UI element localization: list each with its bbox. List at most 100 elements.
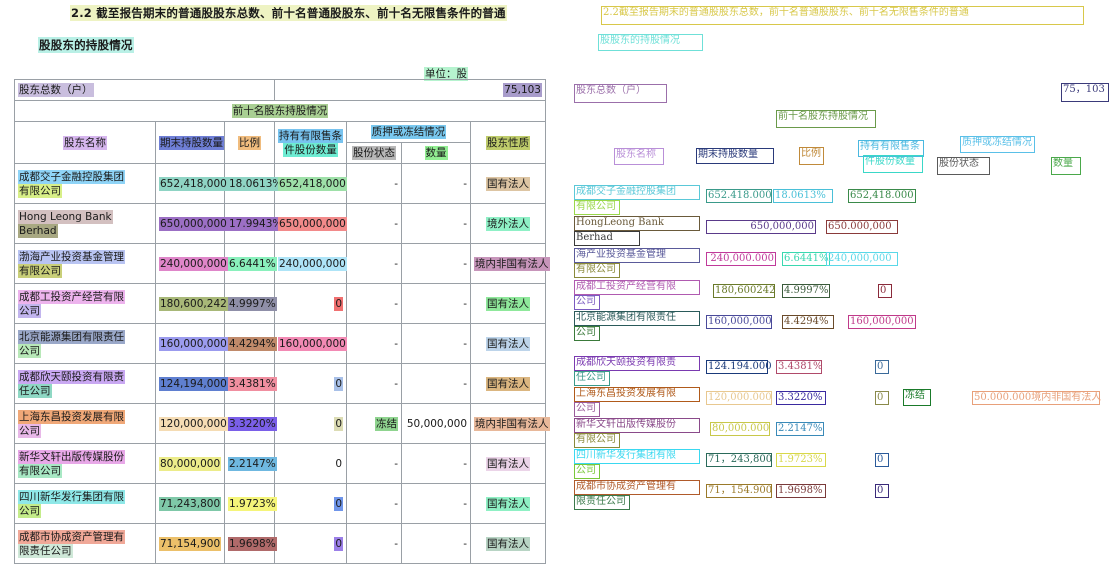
ocr-text-box: 18.0613% <box>773 189 833 203</box>
cell-quantity: 80,000,000 <box>159 456 222 471</box>
cell-percent: 1.9723% <box>228 496 277 511</box>
ocr-text-box: 海产业投资基金管理 <box>574 248 700 263</box>
cell-locked-shares: 0 <box>335 457 342 470</box>
header-name-label: 股东名称 <box>63 135 107 150</box>
header-cell-name: 股东名称 <box>14 121 156 164</box>
cell-locked-shares-wrap: 0 <box>274 363 347 404</box>
shareholder-total-value: 75,103 <box>503 83 542 97</box>
ocr-text-box: 3.3220% <box>776 391 826 405</box>
ocr-text-box: 652.418.000 <box>706 189 772 203</box>
ocr-text-box: 180,600242 <box>713 284 776 298</box>
cell-quantity: 124,194,000 <box>159 376 228 391</box>
header-pledge-group-label: 质押或冻结情况 <box>370 125 447 139</box>
cell-locked-shares: 0 <box>334 376 343 391</box>
cell-locked-shares-wrap: 240,000,000 <box>274 243 347 284</box>
cell-share-status-wrap: - <box>346 203 402 244</box>
cell-shareholder-name-line-2: 公司 <box>18 423 41 438</box>
cell-quantity-wrap: 71,243,800 <box>155 483 225 524</box>
cell-share-status: - <box>394 377 398 390</box>
ocr-text-box: 成都市协成资产管理有 <box>574 480 700 495</box>
cell-quantity: 650,000,000 <box>159 216 228 231</box>
cell-shareholder-nature-wrap: 国有法人 <box>470 363 546 404</box>
cell-shareholder-name-line-2: Berhad <box>18 223 58 238</box>
ocr-text-box: 240,000,000 <box>826 252 898 266</box>
cell-pledge-amount: - <box>463 377 467 390</box>
cell-quantity: 71,154,900 <box>159 536 222 551</box>
unit-label: 单位：股 <box>424 66 468 81</box>
cell-pledge-amount-wrap: - <box>401 323 471 364</box>
ocr-text-box: 2.2147% <box>776 422 824 436</box>
cell-pledge-amount: - <box>463 297 467 310</box>
cell-share-status: - <box>394 457 398 470</box>
cell-shareholder-name: 四川新华发行集团有限 公司 <box>14 483 156 524</box>
cell-quantity-wrap: 650,000,000 <box>155 203 228 244</box>
ocr-text-box: 0 <box>875 360 889 374</box>
cell-shareholder-name-line-2: 有限公司 <box>18 263 62 278</box>
cell-shareholder-nature: 国有法人 <box>486 496 530 511</box>
cell-shareholder-nature: 境内非国有法人 <box>474 256 550 271</box>
cell-percent: 3.4381% <box>228 376 277 391</box>
cell-percent: 4.4294% <box>228 336 277 351</box>
document-title-line-2-text: 股股东的持股情况 <box>38 37 134 53</box>
cell-locked-shares-wrap: 0 <box>274 483 347 524</box>
cell-locked-shares-wrap: 160,000,000 <box>274 323 347 364</box>
ocr-text-box: 成都交子金融控股集团 <box>574 185 700 200</box>
cell-shareholder-name-line-1: 成都欣天颐投资有限责 <box>18 369 125 384</box>
cell-shareholder-name: 新华文轩出版传媒股份 有限公司 <box>14 443 156 484</box>
cell-quantity: 240,000,000 <box>159 256 228 271</box>
ocr-text-box: 50.000.000境内非国有法人 <box>972 391 1102 405</box>
cell-share-status: - <box>394 537 398 550</box>
cell-shareholder-nature-wrap: 国有法人 <box>470 163 546 204</box>
cell-share-status: 冻结 <box>375 416 398 431</box>
cell-percent: 3.3220% <box>228 416 277 431</box>
cell-shareholder-name-line-1: 渤海产业投资基金管理 <box>18 249 125 264</box>
cell-shareholder-nature-wrap: 国有法人 <box>470 443 546 484</box>
cell-percent-wrap: 1.9698% <box>224 523 277 564</box>
section-title-cell: 前十名股东持股情况 <box>14 100 546 122</box>
header-share-status-label: 股份状态 <box>352 146 396 160</box>
cell-shareholder-name-line-1: Hong Leong Bank <box>18 209 113 224</box>
cell-quantity-wrap: 120,000,000 <box>155 403 228 444</box>
ocr-text-box: 北京能源集团有限责任 <box>574 311 700 326</box>
cell-locked-shares-wrap: 652,418,000 <box>274 163 347 204</box>
table-row: 北京能源集团有限责任 公司 160,000,000 4.4294% 160,000,00… <box>14 323 546 364</box>
cell-pledge-amount-wrap: - <box>401 163 471 204</box>
cell-quantity-wrap: 240,000,000 <box>155 243 228 284</box>
cell-shareholder-name-line-2: 任公司 <box>18 383 52 398</box>
cell-pledge-amount: - <box>463 537 467 550</box>
header-cell-pct: 比例 <box>224 121 275 164</box>
header-pct-label: 比例 <box>238 135 261 150</box>
cell-shareholder-name-line-1: 成都交子金融控股集团 <box>18 169 125 184</box>
cell-shareholder-name: 成都工投资产经营有限 公司 <box>14 283 156 324</box>
shareholder-total-row: 股东总数（户） 75,103 <box>14 79 546 101</box>
cell-percent: 6.6441% <box>228 256 277 271</box>
ocr-text-box: 有限公司 <box>574 263 620 278</box>
ocr-text-box: 650.000,000 <box>826 220 898 234</box>
table-row: 上海东昌投资发展有限 公司 120,000,000 3.3220% 0 冻结 50,000,… <box>14 403 550 444</box>
rendered-document-pane: 2.2 截至报告期末的普通股股东总数、前十名普通股股东、前十名无限售条件的普通 … <box>0 0 560 564</box>
cell-share-status: - <box>394 297 398 310</box>
table-row: 成都欣天颐投资有限责 任公司 124,194,000 3.4381% 0- - 国有法人 <box>14 363 546 404</box>
cell-shareholder-nature: 境外法人 <box>486 216 530 231</box>
cell-percent-wrap: 18.0613% <box>224 163 284 204</box>
cell-shareholder-name-line-1: 新华文轩出版传媒股份 <box>18 449 125 464</box>
cell-pledge-amount: 50,000,000 <box>406 417 467 430</box>
shareholder-total-label: 股东总数（户） <box>18 83 94 97</box>
shareholders-table-body: 成都交子金融控股集团 有限公司 652,418,000 18.0613% 652,418… <box>14 163 550 564</box>
cell-shareholder-nature-wrap: 境内非国有法人 <box>470 403 550 444</box>
ocr-text-box: 质押或冻结情况 <box>960 136 1035 153</box>
ocr-overlay-pane: 2.2截至报告期末的普通股股东总数，前十名普通股股东、前十名无限售条件的普通 股股… <box>560 0 1118 519</box>
cell-shareholder-nature: 境内非国有法人 <box>474 416 550 431</box>
ocr-text-box: 数量 <box>1051 157 1081 175</box>
cell-pledge-amount-wrap: 50,000,000 <box>401 403 471 444</box>
cell-pledge-amount: - <box>463 177 467 190</box>
cell-shareholder-name-line-2: 有限公司 <box>18 183 62 198</box>
cell-pledge-amount-wrap: - <box>401 443 471 484</box>
cell-shareholder-nature-wrap: 国有法人 <box>470 523 546 564</box>
cell-pledge-amount: - <box>463 217 467 230</box>
cell-quantity: 160,000,000 <box>159 336 228 351</box>
ocr-text-box: 0 <box>878 284 892 298</box>
ocr-text-box: 上海东昌投资发展有限 <box>574 387 700 402</box>
cell-share-status-wrap: - <box>346 523 402 564</box>
cell-shareholder-name: 成都交子金融控股集团 有限公司 <box>14 163 156 204</box>
